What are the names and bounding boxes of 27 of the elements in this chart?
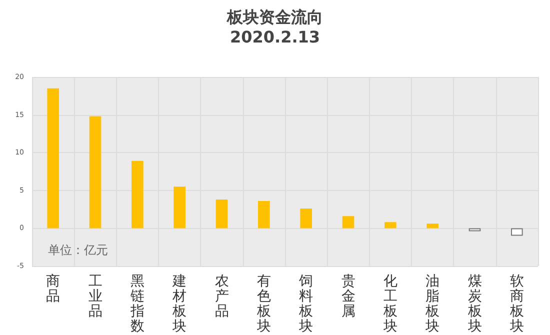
bar — [426, 224, 438, 228]
bar — [89, 116, 102, 228]
x-tick-label: 化工板块 — [382, 274, 398, 334]
bar — [468, 228, 481, 232]
bar — [132, 160, 144, 228]
bar — [174, 186, 186, 228]
chart-title: 板块资金流向 — [226, 8, 323, 26]
bar — [47, 88, 59, 228]
x-tick-label: 农产品 — [214, 274, 229, 320]
chart-subtitle: 2020.2.13 — [230, 28, 320, 46]
bar — [216, 199, 228, 228]
annotation: 单位：亿元 — [48, 243, 108, 257]
x-tick-label: 建材板块 — [172, 274, 187, 334]
bar — [258, 200, 270, 228]
x-tick-label: 油脂板块 — [424, 274, 440, 334]
x-tick-label: 商品 — [46, 274, 60, 304]
bar — [342, 216, 354, 228]
x-tick-label: 软商板块 — [508, 274, 524, 334]
bar — [511, 228, 523, 236]
bar — [300, 208, 312, 228]
x-tick-label: 贵金属 — [341, 274, 356, 320]
x-tick-label: 煤炭板块 — [466, 274, 482, 334]
bar — [384, 222, 396, 228]
x-tick-label: 饲料板块 — [298, 274, 314, 334]
x-tick-label: 黑链指数 — [129, 274, 144, 334]
x-tick-label: 工业品 — [88, 274, 102, 320]
x-tick-label: 有色板块 — [256, 274, 271, 334]
